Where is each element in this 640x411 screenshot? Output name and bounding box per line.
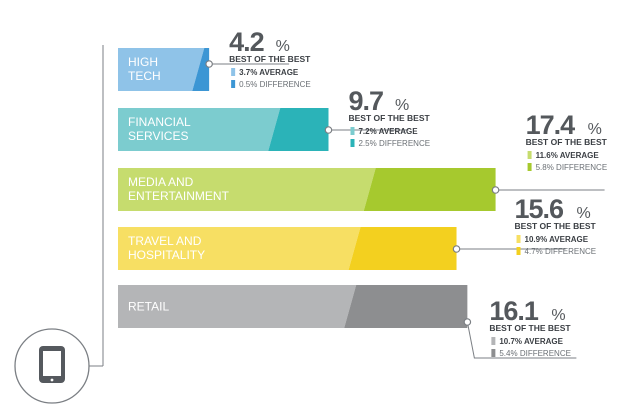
- category-label: FINANCIAL: [128, 115, 191, 129]
- average-label: 10.7% AVERAGE: [499, 337, 563, 346]
- average-label: 3.7% AVERAGE: [239, 68, 299, 77]
- bar-average-segment: [118, 48, 205, 91]
- bar-difference-segment: [348, 227, 457, 270]
- connector-dot: [491, 186, 500, 194]
- bar-average-segment: [118, 227, 361, 270]
- best-of-the-best-label: BEST OF THE BEST: [526, 137, 608, 147]
- category-label: TECH: [128, 69, 161, 83]
- connector-dot: [205, 60, 213, 68]
- percent-sign: %: [276, 38, 290, 55]
- category-label: TRAVEL AND: [128, 234, 202, 248]
- value-label: 16.1: [489, 296, 539, 326]
- connector-line: [466, 321, 577, 359]
- category-label: RETAIL: [128, 300, 169, 314]
- average-swatch: [350, 127, 355, 135]
- percent-sign: %: [395, 97, 409, 114]
- category-label: HOSPITALITY: [128, 248, 205, 262]
- difference-label: 4.7% DIFFERENCE: [525, 247, 597, 256]
- bar-difference-segment: [344, 285, 468, 328]
- average-swatch: [527, 151, 532, 159]
- category-label: ENTERTAINMENT: [128, 189, 230, 203]
- connector-dot: [324, 126, 333, 134]
- difference-swatch: [527, 163, 532, 171]
- bar-difference-segment: [192, 48, 210, 91]
- difference-label: 5.4% DIFFERENCE: [499, 349, 571, 358]
- best-of-the-best-label: BEST OF THE BEST: [348, 113, 430, 123]
- best-of-the-best-label: BEST OF THE BEST: [515, 221, 597, 231]
- bar-group-4: RETAIL 16.1 %BEST OF THE BEST 10.7% AVERAGE…: [118, 285, 577, 359]
- bar-average-segment: [118, 108, 281, 151]
- percent-sign: %: [588, 121, 602, 138]
- chart-frame: [14, 45, 104, 404]
- difference-label: 2.5% DIFFERENCE: [358, 139, 430, 148]
- connector-dot: [452, 245, 461, 253]
- difference-label: 0.5% DIFFERENCE: [239, 80, 311, 89]
- difference-swatch: [516, 247, 521, 255]
- average-swatch: [491, 337, 496, 345]
- bar-average-segment: [118, 168, 376, 211]
- average-label: 7.2% AVERAGE: [358, 127, 418, 136]
- best-of-the-best-label: BEST OF THE BEST: [229, 54, 311, 64]
- category-label: MEDIA AND: [128, 175, 194, 189]
- bar-average-segment: [118, 285, 357, 328]
- average-label: 11.6% AVERAGE: [536, 151, 600, 160]
- category-label: HIGH: [128, 55, 158, 69]
- difference-swatch: [491, 349, 496, 357]
- value-label: 15.6: [515, 194, 565, 224]
- value-label: 9.7: [348, 86, 383, 116]
- category-label: SERVICES: [128, 129, 188, 143]
- percent-sign: %: [577, 205, 591, 222]
- bar-difference-segment: [268, 108, 329, 151]
- tablet-icon: [14, 328, 90, 404]
- difference-label: 5.8% DIFFERENCE: [536, 163, 608, 172]
- best-of-the-best-label: BEST OF THE BEST: [489, 323, 571, 333]
- average-label: 10.9% AVERAGE: [525, 235, 589, 244]
- value-label: 17.4: [526, 110, 576, 140]
- connector-dot: [463, 318, 472, 326]
- bar-difference-segment: [363, 168, 496, 211]
- value-label: 4.2: [229, 27, 264, 57]
- difference-swatch: [350, 139, 355, 147]
- percent-sign: %: [551, 307, 565, 324]
- average-swatch: [516, 235, 521, 243]
- difference-swatch: [231, 80, 236, 88]
- average-swatch: [231, 68, 236, 76]
